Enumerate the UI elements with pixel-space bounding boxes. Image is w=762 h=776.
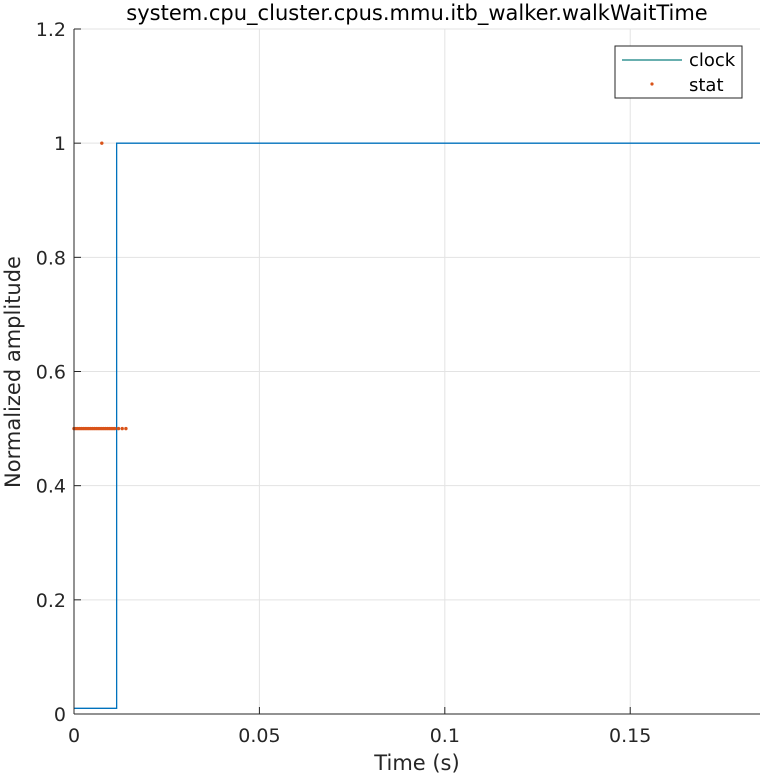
y-tick-label: 0 [54, 704, 66, 726]
series-stat-point [113, 426, 117, 431]
y-tick-label: 0.8 [36, 247, 66, 269]
y-tick-label: 1.2 [36, 19, 66, 41]
legend-clock-label: clock [689, 50, 736, 71]
x-axis-label: Time (s) [373, 751, 459, 775]
legend-box [614, 45, 743, 99]
x-tick-label: 0.15 [609, 725, 651, 747]
ticks: 0 0.05 0.1 0.15 0 0.2 0.4 0.6 0.8 1 1.2 [36, 19, 652, 747]
x-tick-label: 0 [68, 725, 80, 747]
x-tick-label: 0.1 [430, 725, 460, 747]
y-tick-label: 0.6 [36, 362, 66, 384]
legend-stat-label: stat [689, 75, 724, 96]
y-tick-label: 1 [54, 133, 66, 155]
series-stat-point [120, 426, 124, 431]
y-tick-label: 0.4 [36, 476, 66, 498]
series-clock-line [74, 142, 760, 709]
y-axis-label: Normalized amplitude [1, 256, 25, 488]
series-stat-point [124, 426, 128, 431]
chart-title: system.cpu_cluster.cpus.mmu.itb_walker.w… [126, 1, 707, 26]
series-layer [72, 141, 760, 709]
legend-stat-marker [650, 82, 654, 86]
series-stat-point [116, 426, 121, 431]
x-tick-label: 0.05 [238, 725, 280, 747]
series-stat-point [100, 141, 104, 145]
y-tick-label: 0.2 [36, 590, 66, 612]
legend: clock stat [614, 45, 743, 99]
